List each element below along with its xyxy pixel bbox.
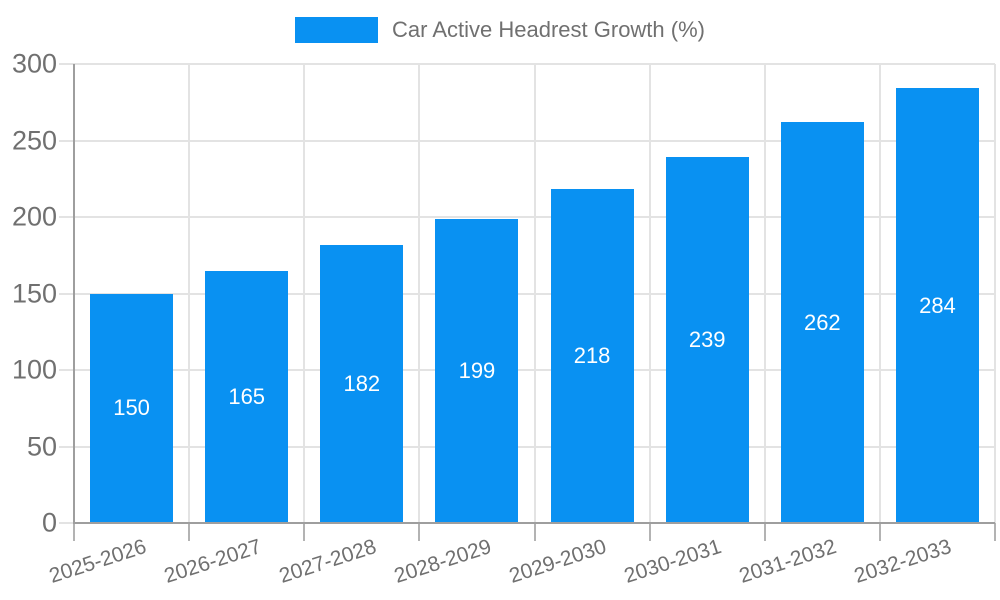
y-gridline — [59, 63, 995, 65]
x-axis-tick — [73, 523, 75, 541]
bar: 218 — [550, 189, 634, 523]
bar-value-label: 218 — [573, 343, 611, 369]
bar: 165 — [205, 270, 289, 523]
x-gridline — [303, 64, 306, 523]
y-tick-label: 100 — [11, 354, 57, 385]
x-axis-tick — [763, 523, 766, 541]
y-gridline — [59, 369, 995, 371]
x-gridline — [763, 64, 766, 523]
y-tick-label: 300 — [11, 48, 57, 79]
y-gridline — [59, 139, 995, 142]
y-axis-line — [73, 64, 75, 523]
x-axis-tick — [648, 523, 651, 541]
bar: 199 — [435, 218, 519, 523]
x-gridline — [994, 64, 996, 523]
bar: 150 — [90, 293, 174, 523]
x-gridline — [418, 64, 421, 523]
legend-series-label: Car Active Headrest Growth (%) — [392, 17, 705, 42]
x-axis-tick — [994, 523, 996, 541]
plot-area: 0 50 100 150 200 250 300 150 165 182 199 218 239 262 2… — [12, 49, 996, 588]
x-axis-tick — [303, 523, 306, 541]
y-tick-label: 200 — [11, 201, 57, 232]
legend-swatch-icon — [295, 17, 378, 43]
x-axis-tick — [188, 523, 191, 541]
bar-value-label: 262 — [803, 309, 841, 335]
x-gridline — [878, 64, 881, 523]
y-gridline — [59, 292, 995, 295]
bar-value-label: 182 — [343, 370, 381, 396]
x-axis-line — [73, 522, 995, 524]
bar-value-label: 239 — [688, 327, 726, 353]
x-gridline — [533, 64, 536, 523]
bar-value-label: 165 — [228, 383, 266, 409]
bar: 284 — [895, 88, 979, 523]
x-gridline — [188, 64, 191, 523]
bar: 239 — [665, 157, 749, 523]
y-tick-label: 50 — [26, 431, 57, 461]
x-axis-tick — [418, 523, 421, 541]
bar: 262 — [780, 122, 864, 523]
y-gridline — [59, 445, 995, 448]
y-tick-label: 0 — [41, 507, 57, 538]
x-axis-tick — [533, 523, 536, 541]
bar: 182 — [320, 244, 404, 523]
bar-value-label: 199 — [458, 357, 496, 383]
bar-value-label: 150 — [113, 395, 150, 421]
chart-legend: Car Active Headrest Growth (%) — [0, 17, 1000, 43]
x-gridline — [648, 64, 651, 523]
x-axis-tick — [878, 523, 881, 541]
y-gridline — [59, 216, 995, 218]
y-tick-label: 250 — [11, 125, 57, 155]
bar-value-label: 284 — [919, 292, 956, 318]
y-tick-label: 150 — [11, 278, 57, 308]
